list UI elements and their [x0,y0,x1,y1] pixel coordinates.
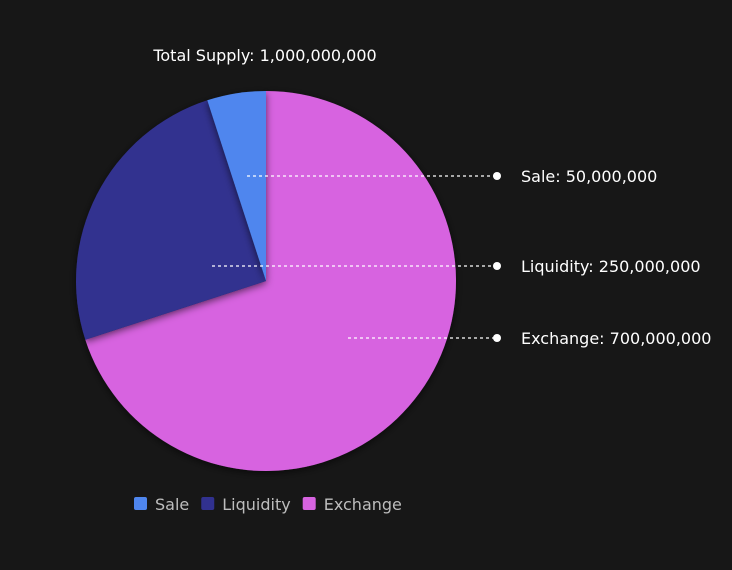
leader-dot-exchange [493,334,501,342]
legend-label-exchange[interactable]: Exchange [324,495,402,514]
pie-slice-exchange[interactable] [85,91,457,471]
legend-label-liquidity[interactable]: Liquidity [222,495,290,514]
leader-dot-liquidity [493,262,501,270]
chart-title: Total Supply: 1,000,000,000 [152,46,376,65]
legend-swatch-liquidity[interactable] [201,497,215,510]
legend-swatch-sale[interactable] [134,497,147,510]
legend-label-sale[interactable]: Sale [155,495,189,514]
slice-annotations: Sale: 50,000,000 Liquidity: 250,000,000 Ex… [212,167,711,348]
annotation-label-exchange: Exchange: 700,000,000 [521,329,711,348]
annotation-label-sale: Sale: 50,000,000 [521,167,657,186]
legend-swatch-exchange[interactable] [302,497,316,510]
pie-slice-liquidity[interactable] [76,100,266,340]
leader-dot-sale [493,172,501,180]
annotation-label-liquidity: Liquidity: 250,000,000 [521,257,701,276]
pie-slices [76,91,457,471]
pie-slice-sale[interactable] [207,91,266,281]
chart-legend: Sale Liquidity Exchange [134,495,402,514]
